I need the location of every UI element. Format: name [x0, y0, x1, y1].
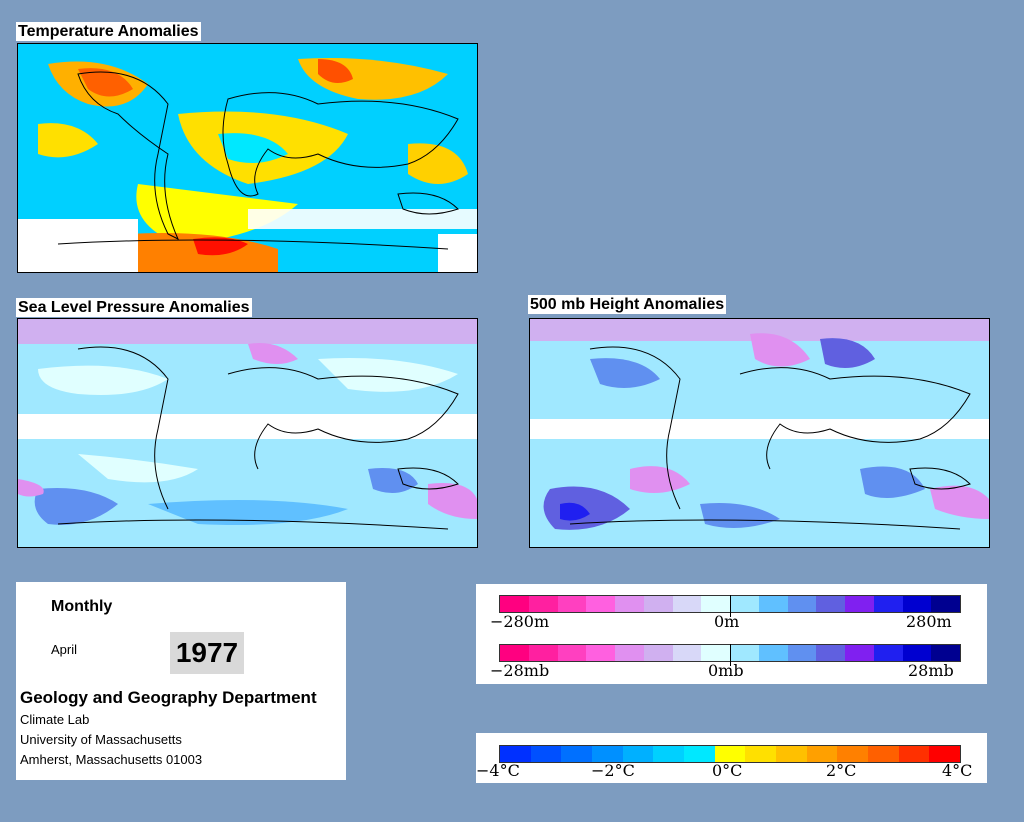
colorbar-swatch	[758, 596, 788, 612]
colorbar-swatch	[845, 596, 874, 612]
colorbar-swatch	[816, 645, 845, 661]
colorbar-swatch	[557, 645, 587, 661]
colorbar-swatch	[758, 645, 788, 661]
height-anomalies-title: 500 mb Height Anomalies	[528, 295, 727, 314]
university-label: University of Massachusetts	[20, 732, 182, 747]
colorbar-swatch	[776, 746, 807, 762]
info-panel: Monthly April 1977 Geology and Geography…	[16, 582, 346, 780]
temp-tick-2: 2°C	[826, 761, 857, 780]
colorbar-swatch	[787, 596, 817, 612]
colorbar-swatch	[902, 596, 932, 612]
colorbar-swatch	[643, 596, 673, 612]
anomaly-legend: −280m 0m 280m −28mb 0mb 28mb	[476, 584, 987, 684]
colorbar-swatch	[868, 746, 899, 762]
colorbar-swatch	[902, 645, 932, 661]
colorbar-swatch	[684, 746, 715, 762]
colorbar-swatch	[845, 645, 874, 661]
temp-tick-0: 0°C	[712, 761, 743, 780]
height-colorbar	[499, 595, 961, 613]
colorbar-swatch	[931, 596, 960, 612]
colorbar-swatch	[898, 746, 930, 762]
colorbar-swatch	[730, 596, 759, 612]
temp-tick-minus2: −2°C	[591, 761, 635, 780]
colorbar-swatch	[528, 645, 558, 661]
colorbar-swatch	[873, 596, 903, 612]
height-anomalies-map	[529, 318, 990, 548]
year-label: 1977	[170, 632, 244, 674]
temperature-colorbar	[499, 745, 961, 763]
height-mid-label: 0m	[714, 612, 740, 631]
lab-label: Climate Lab	[20, 712, 90, 727]
temperature-legend: −4°C −2°C 0°C 2°C 4°C	[476, 733, 987, 783]
pressure-mid-label: 0mb	[708, 661, 744, 680]
colorbar-swatch	[643, 645, 673, 661]
colorbar-swatch	[745, 746, 777, 762]
temperature-anomalies-map	[17, 43, 478, 273]
colorbar-swatch	[528, 596, 558, 612]
pressure-min-label: −28mb	[490, 661, 550, 680]
temperature-anomalies-title: Temperature Anomalies	[16, 22, 201, 41]
colorbar-swatch	[615, 596, 644, 612]
colorbar-swatch	[586, 596, 615, 612]
colorbar-swatch	[622, 746, 654, 762]
colorbar-swatch	[730, 645, 759, 661]
temp-tick-minus4: −4°C	[476, 761, 520, 780]
colorbar-swatch	[672, 596, 702, 612]
pressure-max-label: 28mb	[908, 661, 954, 680]
colorbar-swatch	[837, 746, 869, 762]
colorbar-swatch	[816, 596, 845, 612]
temp-tick-4: 4°C	[942, 761, 973, 780]
colorbar-swatch	[500, 746, 531, 762]
colorbar-swatch	[653, 746, 685, 762]
colorbar-swatch	[500, 645, 529, 661]
colorbar-swatch	[714, 746, 746, 762]
colorbar-swatch	[557, 596, 587, 612]
colorbar-swatch	[592, 746, 623, 762]
colorbar-swatch	[931, 645, 960, 661]
height-max-label: 280m	[906, 612, 952, 631]
colorbar-swatch	[561, 746, 593, 762]
colorbar-swatch	[701, 645, 730, 661]
colorbar-swatch	[586, 645, 615, 661]
month-label: April	[51, 642, 78, 657]
colorbar-swatch	[929, 746, 961, 762]
colorbar-swatch	[530, 746, 562, 762]
colorbar-swatch	[500, 596, 529, 612]
sea-level-pressure-title: Sea Level Pressure Anomalies	[16, 298, 252, 317]
address-label: Amherst, Massachusetts 01003	[20, 752, 203, 767]
colorbar-swatch	[701, 596, 730, 612]
colorbar-swatch	[787, 645, 817, 661]
sea-level-pressure-map	[17, 318, 478, 548]
colorbar-swatch	[806, 746, 838, 762]
colorbar-swatch	[873, 645, 903, 661]
period-label: Monthly	[51, 598, 113, 615]
height-min-label: −280m	[490, 612, 550, 631]
colorbar-swatch	[672, 645, 702, 661]
colorbar-swatch	[615, 645, 644, 661]
department-label: Geology and Geography Department	[20, 688, 317, 707]
